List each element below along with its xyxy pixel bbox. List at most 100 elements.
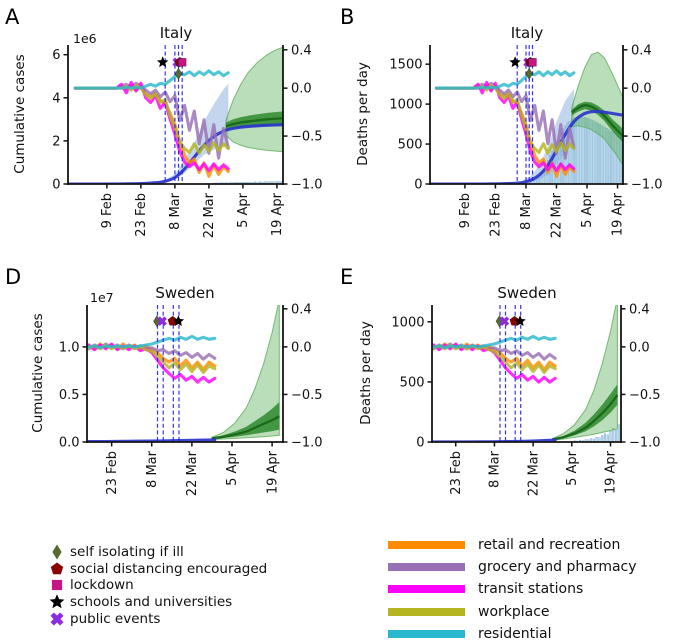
- daily-bar: [595, 437, 598, 442]
- pentagon-glyph: [50, 562, 64, 575]
- x-tick-label: 22 Mar: [202, 192, 217, 238]
- mobility-line-residential: [73, 69, 230, 90]
- daily-bar: [606, 434, 609, 442]
- daily-bar: [573, 117, 575, 184]
- panel-d-series: [87, 305, 280, 442]
- forecast-median-line: [552, 394, 619, 441]
- daily-bar: [261, 181, 264, 184]
- x-tick-label: 23 Feb: [449, 451, 464, 495]
- x-tick-label: 5 Apr: [225, 450, 240, 486]
- public-events-x-icon: [50, 612, 64, 626]
- x-tick-label: 19 Apr: [270, 192, 285, 236]
- panel-e-series: [432, 305, 620, 442]
- star-marker-icon: [514, 315, 526, 327]
- x-tick-label: 8 Mar: [488, 450, 503, 488]
- x-tick-label: 8 Mar: [168, 192, 183, 230]
- right-tick-label: −0.5: [291, 130, 323, 145]
- mobility-line-residential: [87, 334, 217, 350]
- forecast-median-line: [571, 104, 623, 137]
- right-tick-label: 0.4: [291, 302, 312, 317]
- daily-bar: [601, 125, 604, 184]
- legend-item-schools: schools and universities: [48, 594, 267, 611]
- left-tick-label: 0: [416, 436, 424, 451]
- daily-bar: [601, 435, 604, 442]
- legend-label: public events: [70, 610, 161, 627]
- mobility-line-transit: [434, 80, 576, 173]
- x-tick-label: 23 Feb: [105, 451, 120, 495]
- x-tick-label: 5 Apr: [580, 192, 595, 228]
- x-tick-label: 19 Apr: [604, 450, 619, 494]
- retail-color-swatch: [388, 541, 465, 550]
- right-tick-label: −1.0: [629, 436, 661, 451]
- left-tick-label: 1000: [389, 98, 422, 113]
- right-tick-label: −1.0: [291, 178, 323, 193]
- legend-label: lockdown: [70, 577, 134, 594]
- daily-bar: [615, 429, 618, 442]
- diamond-marker-icon: [174, 67, 183, 80]
- legend-item-public-events: public events: [48, 610, 267, 627]
- x-tick-label: 9 Feb: [458, 193, 473, 228]
- right-tick-label: 0.0: [629, 340, 650, 355]
- daily-bar: [276, 181, 278, 184]
- schools-star-icon: [49, 594, 65, 609]
- left-tick-label: 1000: [391, 315, 424, 330]
- daily-bar: [588, 118, 591, 184]
- x-tick-label: 19 Apr: [265, 450, 280, 494]
- x-tick-label: 5 Apr: [565, 450, 580, 486]
- daily-bar: [599, 124, 602, 184]
- daily-bar: [244, 181, 247, 184]
- right-tick-label: 0.4: [629, 302, 650, 317]
- x-tick-label: 8 Mar: [519, 192, 534, 230]
- daily-bar: [612, 428, 615, 442]
- daily-bar: [594, 121, 597, 184]
- x-tick-label: 22 Mar: [526, 450, 541, 496]
- daily-bar: [612, 132, 615, 184]
- panel-letter-e: E: [340, 265, 354, 289]
- left-tick-label: 1500: [389, 58, 422, 73]
- right-tick-label: −0.5: [629, 388, 661, 403]
- left-tick-label: 500: [398, 138, 423, 153]
- daily-bar: [266, 181, 269, 184]
- daily-bar: [263, 181, 266, 184]
- legend-label: transit stations: [478, 581, 584, 598]
- left-tick-label: 0.5: [59, 388, 80, 403]
- grocery-color-swatch: [388, 563, 465, 572]
- panel-letter-a: A: [5, 5, 20, 29]
- forecast-outer-band: [211, 305, 280, 440]
- forecast-median-line: [211, 415, 280, 440]
- left-tick-label: 0: [414, 178, 422, 193]
- forecast-median-line: [225, 117, 283, 128]
- panel-letter-d: D: [5, 265, 22, 289]
- daily-bar: [254, 181, 257, 184]
- panel-d-axis-offset-label: 1e7: [90, 290, 114, 305]
- right-tick-label: −0.5: [631, 130, 663, 145]
- panel-a-ylabel: Cumulative cases: [12, 54, 28, 174]
- daily-bar: [575, 116, 578, 184]
- transit-color-swatch: [388, 585, 465, 594]
- legend-label: schools and universities: [70, 594, 233, 611]
- daily-bar: [577, 116, 580, 184]
- daily-bar: [249, 181, 252, 184]
- left-tick-label: 500: [400, 375, 425, 390]
- left-tick-label: 1.0: [59, 340, 80, 355]
- daily-bar: [617, 424, 620, 442]
- daily-bar: [610, 130, 612, 184]
- forecast-outer-band: [225, 46, 283, 153]
- left-tick-label: 0.0: [59, 436, 80, 451]
- x-tick-label: 23 Feb: [489, 193, 504, 237]
- star-marker-icon: [156, 56, 169, 68]
- x-tick-label: 22 Mar: [550, 192, 565, 238]
- x-tick-label: 23 Feb: [134, 193, 149, 237]
- forecast-inner-band: [211, 402, 280, 439]
- x-tick-label: 22 Mar: [185, 450, 200, 496]
- legend-item-transit: transit stations: [388, 578, 637, 600]
- diamond-marker-icon: [525, 67, 533, 80]
- forecast-outer-band: [552, 305, 618, 441]
- daily-bar: [607, 129, 610, 184]
- right-tick-label: −1.0: [291, 436, 323, 451]
- panel-b-title: Italy: [510, 24, 544, 42]
- mobility-legend: retail and recreation grocery and pharma…: [388, 534, 637, 643]
- legend-item-residential: residential: [388, 623, 637, 643]
